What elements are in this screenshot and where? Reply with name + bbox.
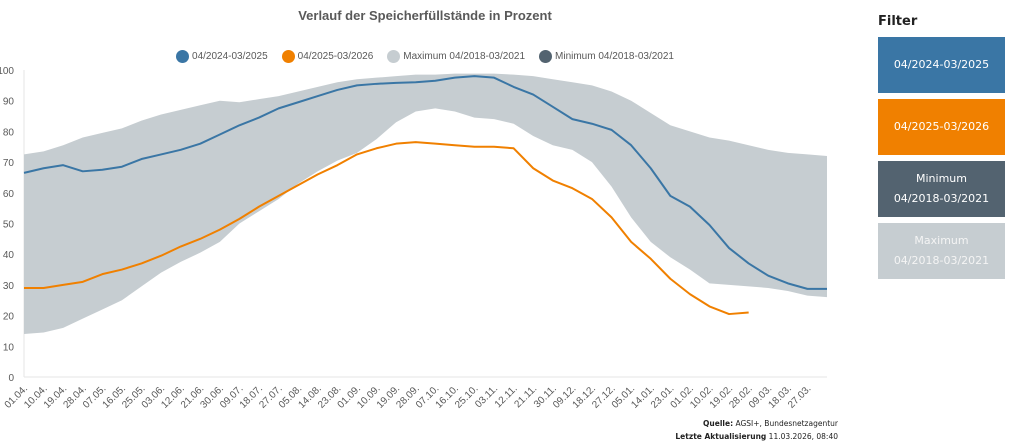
filter-button-2025[interactable]: 04/2025-03/2026 — [878, 99, 1005, 155]
legend-item-minimum[interactable]: Minimum 04/2018-03/2021 — [539, 50, 674, 63]
filter-title: Filter — [878, 14, 918, 29]
filter-button-minimum-line1: Minimum — [916, 172, 967, 185]
chart-legend: 04/2024-03/2025 04/2025-03/2026 Maximum … — [0, 50, 850, 63]
filter-button-minimum[interactable]: Minimum 04/2018-03/2021 — [878, 161, 1005, 217]
y-tick-label: 70 — [3, 158, 15, 169]
legend-dot-maximum — [387, 50, 401, 63]
y-tick-label: 50 — [3, 220, 15, 231]
series-line-2024 — [23, 75, 827, 290]
filter-button-maximum-line1: Maximum — [914, 234, 969, 247]
y-tick-label: 0 — [8, 373, 14, 384]
y-tick-label: 100 — [0, 66, 14, 77]
legend-dot-minimum — [539, 50, 553, 63]
range-band-max-min — [24, 73, 827, 335]
legend-dot-2025 — [281, 50, 295, 63]
legend-label-maximum: Maximum 04/2018-03/2021 — [403, 51, 526, 62]
chart-marks — [23, 73, 827, 335]
y-tick-label: 90 — [3, 97, 15, 108]
filter-button-2024[interactable]: 04/2024-03/2025 — [878, 37, 1005, 93]
y-axis: 0 10 20 30 40 50 60 70 80 90 100 — [0, 66, 25, 384]
source-label: Quelle: — [703, 419, 734, 428]
chart-title: Verlauf der Speicherfüllstände in Prozen… — [298, 8, 552, 23]
filter-button-minimum-line2: 04/2018-03/2021 — [893, 192, 990, 205]
legend-item-2024[interactable]: 04/2024-03/2025 — [176, 50, 268, 63]
y-tick-label: 20 — [3, 312, 15, 323]
legend-item-2025[interactable]: 04/2025-03/2026 — [281, 50, 374, 63]
y-tick-label: 10 — [3, 342, 15, 353]
y-tick-label: 40 — [3, 250, 15, 261]
x-axis: 01.04.10.04.19.04.28.04.07.05.16.05.25.0… — [3, 376, 827, 411]
series-line-2025 — [24, 141, 749, 316]
legend-label-2024: 04/2024-03/2025 — [192, 51, 268, 62]
filter-button-maximum[interactable]: Maximum 04/2018-03/2021 — [878, 223, 1005, 279]
legend-dot-2024 — [176, 50, 190, 63]
y-tick-label: 30 — [3, 281, 15, 292]
source-text: AGSI+, Bundesnetzagentur — [735, 419, 838, 428]
y-tick-label: 60 — [3, 189, 15, 200]
chart-plot: 0 10 20 30 40 50 60 70 80 90 100 01.04.10.04.19.04… — [0, 66, 827, 411]
filter-button-2024-label: 04/2024-03/2025 — [893, 58, 990, 71]
filter-button-maximum-line2: 04/2018-03/2021 — [893, 254, 990, 267]
y-tick-label: 80 — [3, 127, 15, 138]
legend-item-maximum[interactable]: Maximum 04/2018-03/2021 — [387, 50, 525, 63]
legend-label-2025: 04/2025-03/2026 — [297, 51, 374, 62]
source-note: Quelle: AGSI+, Bundesnetzagentur Letzte … — [675, 417, 838, 443]
filter-button-2025-label: 04/2025-03/2026 — [893, 120, 990, 133]
updated-value: 11.03.2026, 08:40 — [768, 432, 838, 441]
updated-label: Letzte Aktualisierung — [675, 432, 767, 441]
legend-label-minimum: Minimum 04/2018-03/2021 — [555, 51, 674, 62]
filter-panel: Filter 04/2024-03/2025 04/2025-03/2026 M… — [878, 14, 1005, 285]
